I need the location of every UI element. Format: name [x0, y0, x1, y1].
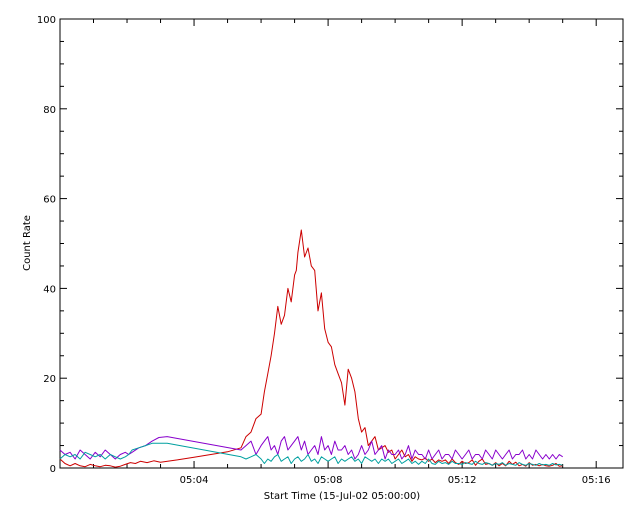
y-tick-label: 80: [43, 105, 56, 116]
plot-frame: [59, 18, 624, 469]
x-axis-ticks: 05:04 05:08 05:12 05:16: [93, 19, 611, 486]
series-line-1: [59, 436, 563, 460]
y-tick-label: 20: [43, 374, 56, 385]
y-tick-label: 40: [43, 284, 56, 295]
series-line-2: [59, 442, 563, 466]
y-tick-label: 0: [50, 464, 56, 475]
x-tick-label: 05:08: [314, 475, 343, 486]
x-axis-title: Start Time (15-Jul-02 05:00:00): [264, 491, 421, 502]
series-line-0: [59, 229, 563, 468]
y-axis-ticks: 0 20 40 60 80 100: [37, 15, 623, 475]
x-tick-label: 05:04: [180, 475, 209, 486]
series-layer: [59, 229, 563, 468]
y-axis-title: Count Rate: [22, 215, 33, 271]
x-tick-label: 05:16: [582, 475, 611, 486]
x-tick-label: 05:12: [448, 475, 477, 486]
y-tick-label: 60: [43, 195, 56, 206]
y-tick-label: 100: [37, 15, 56, 26]
